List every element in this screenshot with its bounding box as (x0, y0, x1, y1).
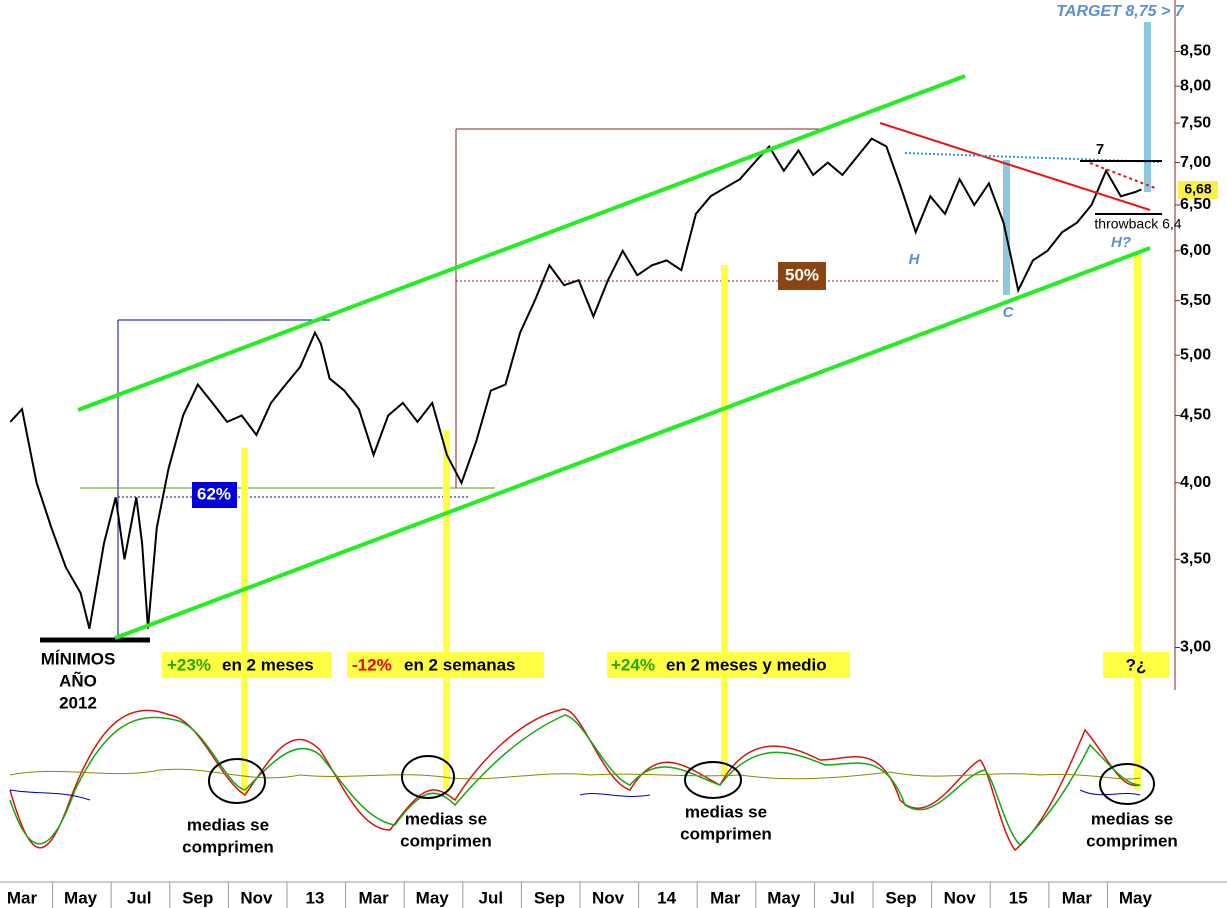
x-tick-label: Sep (885, 888, 916, 907)
low-label: AÑO (59, 670, 97, 690)
move-text: en 2 meses (222, 655, 314, 674)
x-tick-label: Sep (182, 888, 213, 907)
y-tick-label: 5,00 (1180, 346, 1211, 363)
highlight-circle (208, 758, 266, 804)
note: comprimen (1086, 831, 1178, 850)
x-tick-label: May (1119, 888, 1153, 907)
x-tick-label: 15 (1009, 888, 1028, 907)
y-tick-label: 7,00 (1180, 154, 1211, 171)
oscillator-line (9, 714, 1141, 847)
x-tick-label: Sep (534, 888, 565, 907)
x-tick-label: Jul (830, 888, 855, 907)
pattern-label: C (1003, 304, 1015, 321)
x-tick-label: 13 (306, 888, 325, 907)
note: medias se (1091, 809, 1173, 828)
note: medias se (187, 815, 269, 834)
y-tick-label: 3,00 (1180, 639, 1211, 656)
highlight-bar (721, 265, 728, 775)
x-tick-label: Jul (127, 888, 152, 907)
price-line (9, 137, 1142, 629)
y-tick-label: 4,50 (1180, 407, 1211, 424)
target-bar (1003, 160, 1010, 295)
note: comprimen (680, 824, 772, 843)
pattern-label: H? (1111, 234, 1131, 251)
label-box (162, 652, 332, 678)
note: medias se (685, 802, 767, 821)
y-tick-label: 8,00 (1180, 77, 1211, 94)
low-label: MÍNIMOS (41, 649, 116, 668)
note: medias se (405, 809, 487, 828)
x-tick-label: Mar (710, 888, 741, 907)
highlight-bar (443, 430, 450, 790)
note: comprimen (182, 837, 274, 856)
target-bar (1144, 22, 1151, 192)
move-text: en 2 semanas (404, 655, 516, 674)
x-tick-label: Nov (944, 888, 977, 907)
highlight-bar (241, 448, 248, 793)
move-pct: +24% (611, 655, 655, 674)
target-label: TARGET 8,75 > 7 (1056, 3, 1184, 20)
fib-label: 50% (785, 265, 819, 284)
highlight-circle (684, 761, 742, 799)
low-label: 2012 (59, 693, 97, 712)
label-box (1103, 652, 1169, 678)
fib-label: 62% (197, 484, 231, 503)
oscillator-line (9, 789, 1141, 801)
y-tick-label: 8,50 (1180, 43, 1211, 60)
x-tick-label: Jul (479, 888, 504, 907)
move-pct: +23% (167, 655, 211, 674)
move-text: ?¿ (1126, 655, 1147, 674)
x-tick-label: Nov (592, 888, 625, 907)
label-box (607, 652, 850, 678)
move-text: en 2 meses y medio (666, 655, 827, 674)
label-box (778, 262, 826, 290)
move-pct: -12% (352, 655, 392, 674)
x-tick-label: May (416, 888, 450, 907)
channel-line (77, 74, 966, 412)
y-tick-label: 6,00 (1180, 242, 1211, 259)
x-tick-label: 14 (657, 888, 676, 907)
pattern-label: H (909, 251, 921, 268)
highlight-bar (1134, 255, 1141, 790)
y-tick-label: 6,50 (1180, 196, 1211, 213)
level-label: 7 (1096, 141, 1104, 158)
last-price-label: 6,68 (1184, 181, 1211, 197)
y-tick-label: 7,50 (1180, 114, 1211, 131)
oscillator-line (9, 768, 1141, 780)
x-tick-label: Nov (240, 888, 273, 907)
x-tick-label: Mar (1062, 888, 1093, 907)
highlight-circle (401, 755, 455, 799)
trend-line (879, 122, 1151, 211)
label-box (192, 482, 237, 508)
note: comprimen (400, 831, 492, 850)
label-box (1178, 181, 1218, 199)
channel-line (114, 246, 1151, 640)
highlight-circle (1099, 763, 1155, 805)
level-label: throwback 6,4 (1094, 216, 1181, 232)
x-tick-label: May (64, 888, 98, 907)
y-tick-label: 4,00 (1180, 474, 1211, 491)
x-tick-label: Mar (7, 888, 38, 907)
label-box (347, 652, 544, 678)
y-tick-label: 5,50 (1180, 292, 1211, 309)
x-tick-label: May (767, 888, 801, 907)
x-tick-label: Mar (358, 888, 389, 907)
y-tick-label: 3,50 (1180, 551, 1211, 568)
